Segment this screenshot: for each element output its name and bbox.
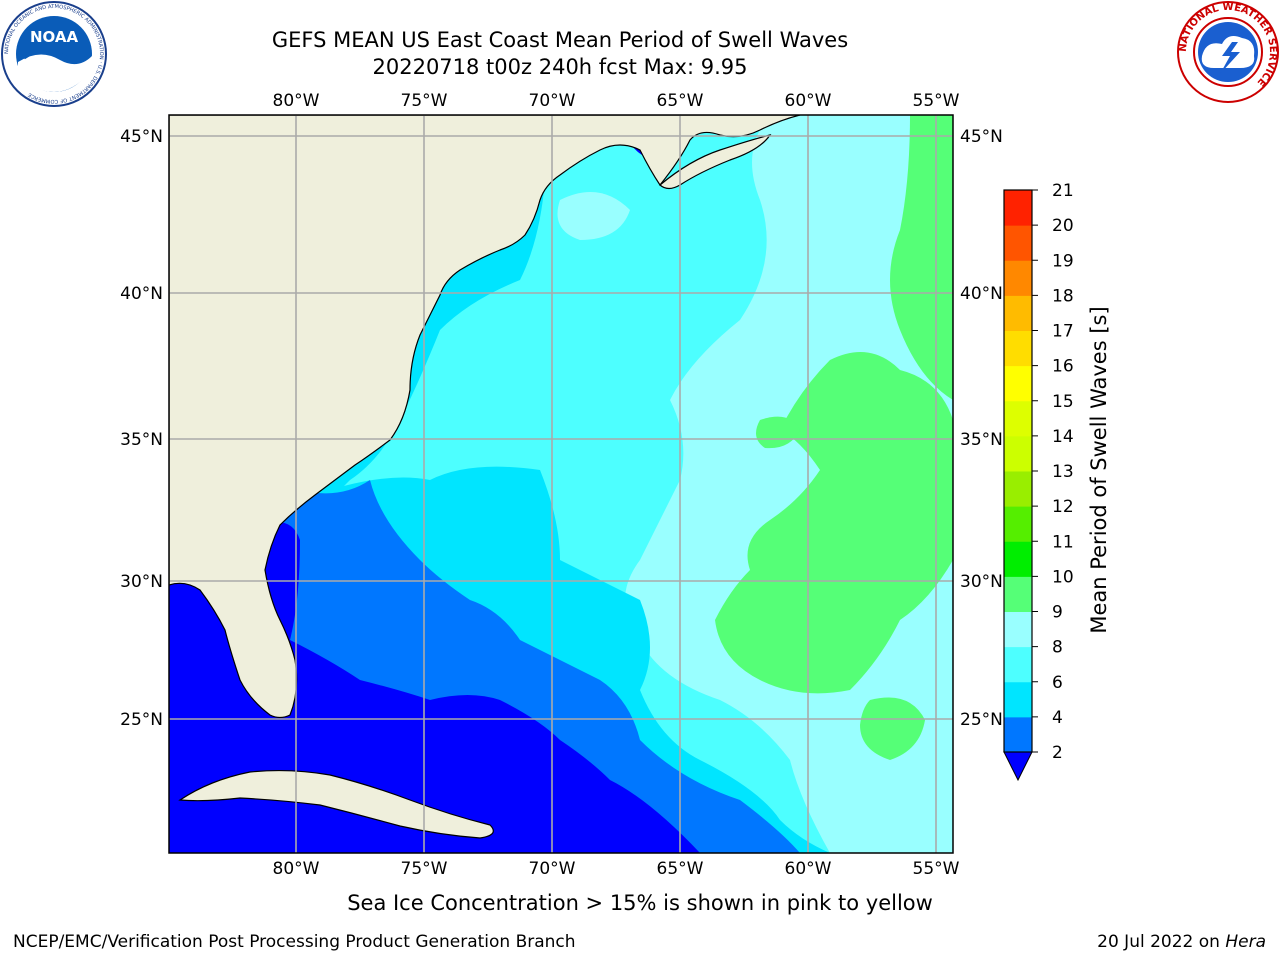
lat-label-left: 35°N [120, 430, 163, 450]
lon-label-bottom: 75°W [401, 859, 448, 879]
colorbar-segment [1004, 260, 1032, 296]
colorbar-segment [1004, 400, 1032, 437]
land-us-east-coast [169, 115, 801, 719]
colorbar-segment [1004, 330, 1032, 367]
colorbar-tick-label: 19 [1052, 251, 1074, 271]
colorbar-tick-label: 16 [1052, 357, 1074, 377]
lat-label-left: 45°N [120, 127, 163, 147]
contour-9-10-south [860, 697, 925, 760]
colorbar-tick-label: 21 [1052, 181, 1074, 201]
contour-8-9 [625, 115, 953, 853]
lat-label-right: 40°N [960, 284, 1003, 304]
lon-label-bottom: 60°W [785, 859, 832, 879]
contour-9-10-west [756, 416, 800, 449]
chart-subtitle: 20220718 t00z 240h fcst Max: 9.95 [372, 55, 748, 79]
colorbar-tick-label: 2 [1052, 743, 1063, 763]
land-nova-scotia [659, 134, 772, 190]
colorbar-segment [1004, 365, 1032, 402]
colorbar-tick-label: 8 [1052, 638, 1063, 658]
gridlines [169, 115, 953, 853]
colorbar-tick-label: 9 [1052, 603, 1063, 623]
colorbar-segment [1004, 295, 1032, 331]
lat-label-right: 30°N [960, 572, 1003, 592]
lon-label-top: 70°W [529, 91, 576, 111]
colorbar-segment [1004, 716, 1032, 753]
colorbar-tick-label: 6 [1052, 673, 1063, 693]
lon-label-bottom: 55°W [913, 859, 960, 879]
colorbar-label: Mean Period of Swell Waves [s] [1087, 306, 1111, 633]
colorbar-tick-label: 12 [1052, 497, 1074, 517]
colorbar-tick-label: 18 [1052, 286, 1074, 306]
nws-logo-icon: NATIONAL WEATHER SERVICE [1177, 1, 1279, 103]
colorbar-segment [1004, 681, 1032, 718]
contour-below-2 [169, 522, 700, 853]
colorbar-segment [1004, 576, 1032, 612]
contour-8-9-patch [557, 192, 630, 240]
lon-label-top: 80°W [273, 91, 320, 111]
footer-date: 20 Jul 2022 on Hera [1097, 932, 1266, 952]
lon-label-bottom: 65°W [657, 859, 704, 879]
lat-label-left: 25°N [120, 710, 163, 730]
colorbar-segment [1004, 190, 1032, 226]
map-area [169, 115, 953, 853]
lat-label-right: 45°N [960, 127, 1003, 147]
footer-host: Hera [1225, 932, 1266, 952]
colorbar-segment [1004, 541, 1032, 577]
colorbar-tick-label: 4 [1052, 708, 1063, 728]
noaa-logo-text: NOAA [30, 28, 79, 46]
colorbar-tick-label: 11 [1052, 532, 1074, 552]
colorbar-tick-label: 17 [1052, 322, 1074, 342]
land-cuba [178, 769, 494, 839]
colorbar-segment [1004, 471, 1032, 507]
map-frame [168, 114, 954, 854]
lat-label-left: 40°N [120, 284, 163, 304]
colorbar-tick-label: 15 [1052, 392, 1074, 412]
colorbar-tick-label: 14 [1052, 427, 1074, 447]
contour-9-10-east [890, 115, 953, 400]
lon-label-top: 60°W [785, 91, 832, 111]
colorbar-segment [1004, 435, 1032, 472]
sea-ice-note: Sea Ice Concentration > 15% is shown in … [347, 891, 933, 915]
colorbar-under-arrow [1003, 751, 1033, 782]
lat-label-right: 35°N [960, 430, 1003, 450]
contour-9-10-center [715, 352, 953, 694]
lon-label-top: 65°W [657, 91, 704, 111]
lat-label-left: 30°N [120, 572, 163, 592]
lat-label-right: 25°N [960, 710, 1003, 730]
colorbar-segment [1004, 506, 1032, 542]
colorbar-tick-label: 10 [1052, 567, 1074, 587]
colorbar-segment [1004, 611, 1032, 648]
lon-label-top: 75°W [401, 91, 448, 111]
footer-date-text: 20 Jul 2022 on [1097, 932, 1220, 952]
noaa-logo-icon: NOAA NATIONAL OCEANIC AND ATMOSPHERIC AD… [1, 1, 107, 107]
chart-title: GEFS MEAN US East Coast Mean Period of S… [271, 28, 849, 52]
colorbar-segment [1004, 646, 1032, 683]
footer-credit: NCEP/EMC/Verification Post Processing Pr… [13, 932, 576, 952]
colorbar-tick-label: 20 [1052, 216, 1074, 236]
lon-label-bottom: 70°W [529, 859, 576, 879]
colorbar-segment [1004, 225, 1032, 261]
colorbar-tick-label: 13 [1052, 462, 1074, 482]
colorbar: 2 4 6 8 9 10 11 12 13 14 15 16 17 18 19 20 21 [1003, 181, 1074, 782]
lon-label-bottom: 80°W [273, 859, 320, 879]
lon-label-top: 55°W [913, 91, 960, 111]
